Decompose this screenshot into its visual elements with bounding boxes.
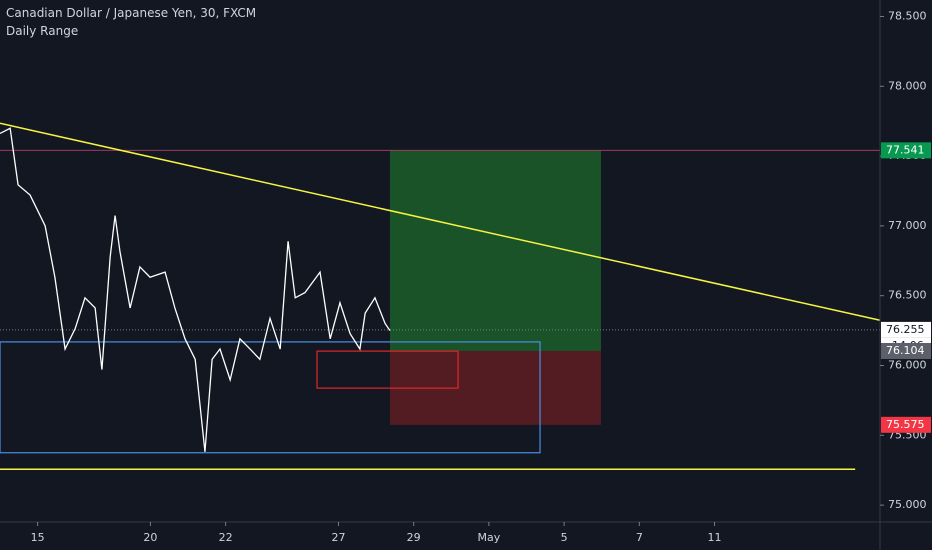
x-tick-label: 5 [561,531,568,544]
price-tag [881,321,931,338]
price-tag-label: 75.575 [886,418,925,431]
y-tick-label: 77.000 [888,219,927,232]
y-tick-label: 76.500 [888,289,927,302]
indicator: Daily Range [6,24,78,38]
price-tag-label: 77.541 [886,143,925,156]
title: Canadian Dollar / Japanese Yen, 30, FXCM [6,6,256,20]
price-tag [881,142,931,159]
zone-box [0,341,541,454]
x-tick-label: 20 [143,531,157,544]
x-tick-label: 7 [636,531,643,544]
price-tag-label: 76.104 [886,344,925,357]
y-tick-label: 76.000 [888,358,927,371]
y-tick-label: 75.000 [888,498,927,511]
price-tag [881,416,931,433]
y-tick-label: 78.000 [888,79,927,92]
x-tick-label: 15 [31,531,45,544]
y-tick-label: 78.500 [888,9,927,22]
price-tag [881,342,931,359]
price-tag-label: 76.255 [886,323,925,336]
trendline [0,122,881,321]
zone-box [316,350,459,389]
x-tick-label: 29 [407,531,421,544]
x-tick-label: 11 [708,531,722,544]
price-line [0,127,391,452]
x-tick-label: May [478,531,501,544]
x-tick-label: 27 [331,531,345,544]
x-tick-label: 22 [219,531,233,544]
plot [0,122,881,470]
